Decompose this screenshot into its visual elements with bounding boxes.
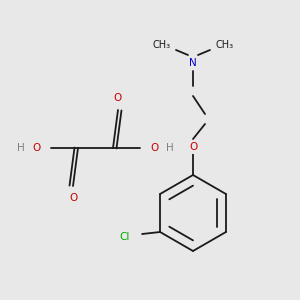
Text: Cl: Cl [120,232,130,242]
Text: H: H [17,143,25,153]
Text: CH₃: CH₃ [153,40,171,50]
Text: CH₃: CH₃ [215,40,233,50]
Text: O: O [69,193,77,203]
Text: O: O [189,142,197,152]
Text: H: H [166,143,174,153]
Text: N: N [189,58,197,68]
Text: O: O [33,143,41,153]
Text: O: O [150,143,158,153]
Text: O: O [114,93,122,103]
